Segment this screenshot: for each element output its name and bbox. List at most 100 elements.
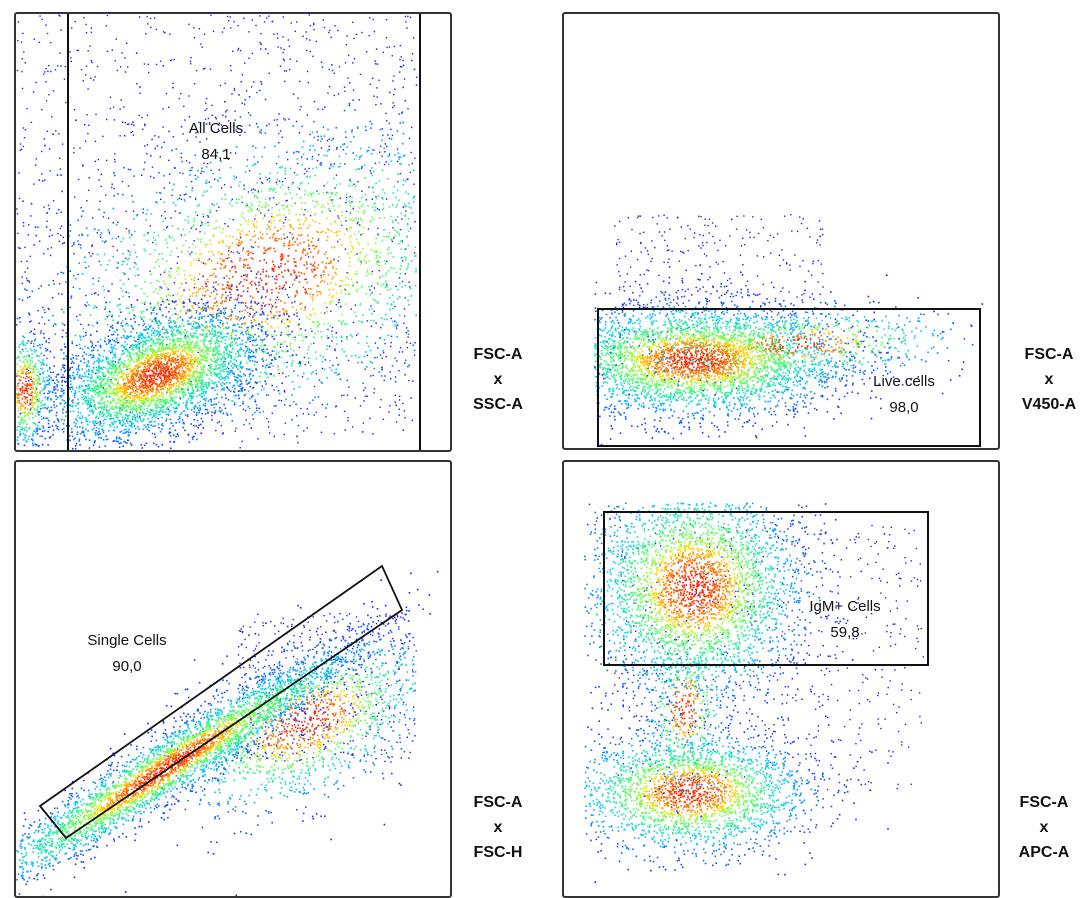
event-dot [52, 279, 54, 282]
event-dot [347, 417, 349, 419]
event-dot [142, 343, 145, 346]
event-dot [358, 231, 360, 233]
event-dot [347, 420, 349, 422]
event-dot [122, 405, 124, 407]
event-dot [314, 312, 316, 315]
event-dot [245, 419, 247, 421]
event-dot [248, 390, 250, 393]
event-dot [250, 305, 253, 307]
event-dot [252, 223, 255, 226]
event-dot [329, 223, 332, 225]
event-dot [29, 398, 32, 401]
event-dot [181, 358, 184, 361]
event-dot [167, 360, 169, 363]
event-dot [108, 290, 110, 293]
event-dot [240, 223, 242, 226]
event-dot [390, 266, 393, 269]
event-dot [62, 329, 64, 331]
event-dot [287, 255, 289, 257]
event-dot [226, 352, 229, 355]
event-dot [45, 226, 48, 228]
event-dot [396, 216, 399, 218]
event-dot [385, 274, 387, 277]
event-dot [252, 309, 254, 311]
event-dot [306, 176, 308, 178]
event-dot [191, 226, 194, 228]
event-dot [48, 235, 51, 237]
event-dot [308, 167, 310, 170]
event-dot [353, 219, 355, 222]
event-dot [372, 319, 375, 322]
event-dot [46, 349, 49, 351]
event-dot [230, 69, 232, 72]
event-dot [287, 260, 289, 263]
event-dot [107, 412, 110, 414]
event-dot [196, 395, 198, 398]
event-dot [346, 146, 348, 148]
event-dot [190, 366, 193, 369]
event-dot [77, 398, 79, 401]
event-dot [208, 258, 211, 260]
event-dot [190, 394, 193, 397]
event-dot [318, 154, 320, 156]
event-dot [208, 340, 210, 343]
event-dot [297, 97, 299, 99]
event-dot [168, 235, 170, 237]
event-dot [161, 146, 163, 149]
event-dot [185, 282, 187, 284]
event-dot [32, 91, 35, 93]
event-dot [331, 278, 333, 280]
event-dot [246, 306, 249, 309]
event-dot [296, 312, 298, 314]
event-dot [33, 183, 35, 185]
event-dot [290, 348, 292, 350]
event-dot [226, 245, 229, 248]
event-dot [311, 271, 314, 273]
event-dot [247, 346, 249, 348]
event-dot [271, 327, 273, 329]
event-dot [354, 273, 356, 275]
event-dot [197, 361, 199, 364]
event-dot [158, 427, 160, 429]
event-dot [310, 194, 313, 197]
event-dot [343, 288, 346, 290]
event-dot [219, 340, 222, 342]
event-dot [345, 136, 347, 138]
event-dot [288, 45, 291, 47]
event-dot [78, 262, 80, 264]
event-dot [195, 405, 197, 408]
event-dot [117, 362, 120, 364]
event-dot [112, 222, 114, 224]
event-dot [53, 401, 55, 403]
event-dot [258, 210, 260, 212]
event-dot [336, 343, 338, 345]
event-dot [299, 80, 301, 83]
event-dot [159, 354, 162, 356]
event-dot [219, 322, 221, 324]
event-dot [191, 295, 194, 297]
event-dot [375, 261, 378, 264]
event-dot [258, 375, 261, 378]
event-dot [254, 333, 256, 336]
event-dot [360, 147, 362, 150]
event-dot [318, 321, 320, 324]
event-dot [262, 288, 265, 290]
event-dot [148, 71, 150, 74]
event-dot [174, 359, 177, 362]
event-dot [91, 369, 93, 372]
event-dot [310, 263, 312, 265]
event-dot [386, 145, 388, 148]
event-dot [287, 39, 289, 41]
event-dot [268, 198, 271, 201]
event-dot [75, 358, 78, 360]
event-dot [337, 240, 339, 243]
event-dot [356, 238, 358, 241]
event-dot [198, 28, 201, 30]
event-dot [298, 271, 300, 274]
event-dot [333, 72, 335, 74]
event-dot [398, 156, 400, 158]
event-dot [381, 134, 384, 137]
event-dot [298, 334, 300, 336]
event-dot [213, 329, 216, 332]
event-dot [365, 262, 367, 264]
